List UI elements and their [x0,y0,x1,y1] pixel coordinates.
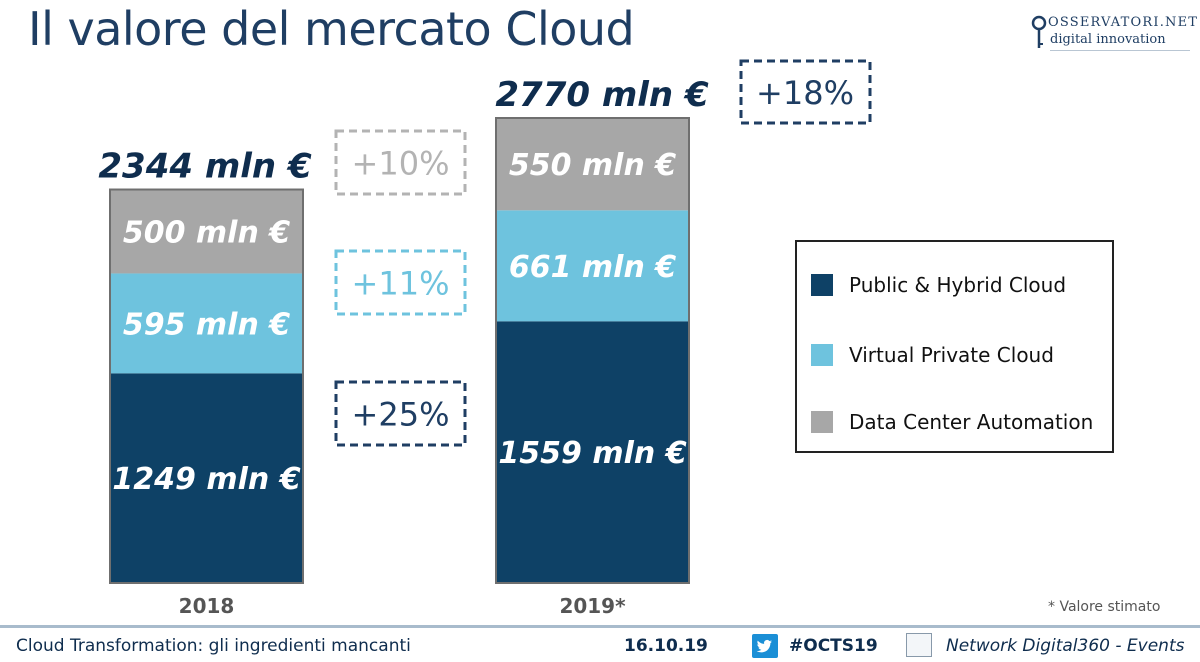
segment-value-label: 550 mln € [509,148,676,183]
twitter-icon [752,634,778,658]
estimate-note: * Valore stimato [1048,599,1161,615]
segment-value-label: 595 mln € [123,307,290,342]
growth-badge-box [334,380,467,447]
slide-title: Il valore del mercato Cloud [28,2,635,56]
logo-tagline: digital innovation [1050,32,1166,47]
bar-segment [110,273,303,374]
footer-network: Network Digital360 - Events [946,636,1185,656]
growth-badge-box [334,249,467,316]
chart-legend: Public & Hybrid Cloud Virtual Private Cl… [795,240,1114,453]
growth-badge-label: +10% [352,145,450,183]
total-growth-box [739,59,872,125]
legend-label-data-center: Data Center Automation [849,410,1094,434]
twitter-bird-glyph [756,639,772,653]
bar-segment [496,321,689,583]
bar-segment [110,189,303,274]
total-growth-label: +18% [756,74,854,112]
bar-segment [496,210,689,322]
growth-badge-box [334,129,467,196]
network-digital360-icon [906,633,932,657]
logo-underline [1050,50,1190,51]
segment-value-label: 500 mln € [123,215,290,250]
bar-segment [496,118,689,211]
footer-divider [0,625,1200,628]
logo-wordmark: OSSERVATORI.NET [1048,15,1199,30]
legend-label-public-hybrid: Public & Hybrid Cloud [849,273,1067,297]
logo-pin-icon [1031,15,1047,48]
growth-badge-label: +25% [352,396,450,434]
bar-total-label: 2770 mln € [495,75,709,115]
footer-date: 16.10.19 [624,636,708,656]
bar-segment [110,373,303,583]
bar-outline [109,188,304,584]
legend-swatch-virtual-private [811,344,833,366]
legend-swatch-public-hybrid [811,274,833,296]
category-label: 2019* [559,594,626,618]
segment-value-label: 1559 mln € [498,436,686,471]
bar-total-label: 2344 mln € [98,147,312,187]
legend-swatch-data-center [811,411,833,433]
bar-outline [495,117,690,584]
segment-value-label: 661 mln € [509,250,676,285]
category-label: 2018 [179,594,235,618]
osservatori-logo: OSSERVATORI.NET digital innovation [1030,12,1199,56]
segment-value-label: 1249 mln € [112,462,300,497]
growth-badge-label: +11% [352,265,450,303]
legend-label-virtual-private: Virtual Private Cloud [849,343,1054,367]
footer-hashtag: #OCTS19 [789,636,878,656]
footer-event-title: Cloud Transformation: gli ingredienti ma… [16,636,411,656]
